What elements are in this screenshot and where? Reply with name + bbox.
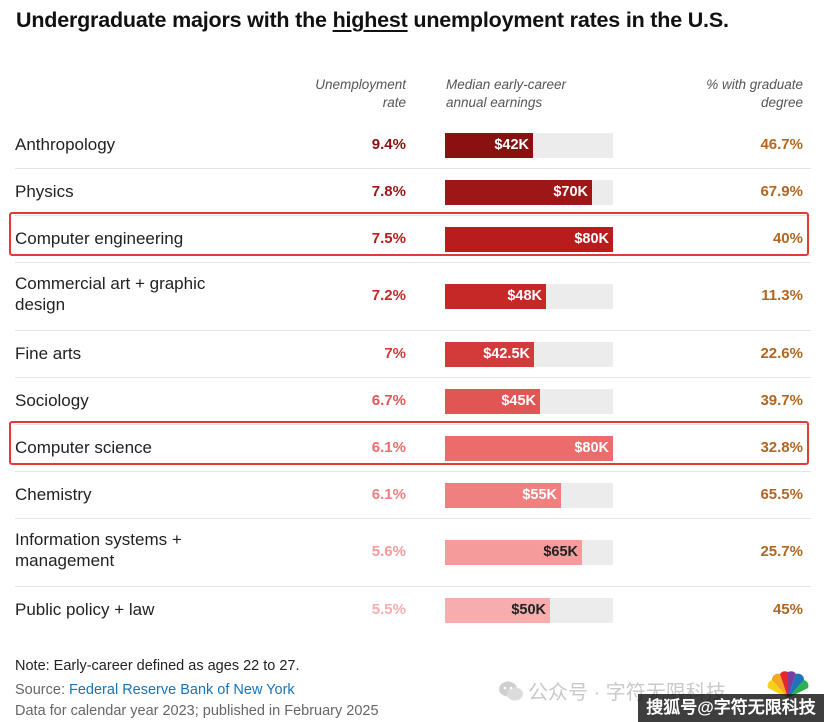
unemployment-rate-value: 6.1% [371,486,406,503]
graduate-degree-value: 40% [772,230,803,247]
title-text-start: Undergraduate majors with the [16,8,333,32]
header-unemployment-rate: Unemployment rate [315,76,406,112]
source-link[interactable]: Federal Reserve Bank of New York [69,682,295,698]
header-grad-line1: % with graduate [706,77,803,92]
graduate-degree-value: 39.7% [760,392,803,409]
highlight-box [9,212,809,256]
header-earnings: Median early-career annual earnings [446,76,566,112]
cnbc-peacock-logo [766,670,810,705]
unemployment-rate-value: 7% [384,345,406,362]
earnings-label: $55K [522,487,557,503]
unemployment-rate-value: 6.7% [371,392,406,409]
source-prefix: Source: [15,682,69,698]
earnings-bar [445,540,582,565]
earnings-bar-track: $48K [445,284,613,309]
header-grad-line2: degree [760,95,803,110]
major-name: Fine arts [15,344,82,363]
earnings-label: $65K [543,544,578,560]
major-name: Public policy + law [15,600,155,619]
major-name: Physics [15,182,74,201]
earnings-label: $45K [501,393,536,409]
earnings-label: $70K [553,184,588,200]
header-earnings-line2: annual earnings [446,95,543,110]
earnings-bar [445,389,540,414]
footer-source: Source: Federal Reserve Bank of New York [15,682,295,698]
graduate-degree-value: 67.9% [760,183,803,200]
earnings-bar-track: $55K [445,483,613,508]
header-earnings-line1: Median early-career [446,77,567,92]
table-row: Computer science 6.1% $80K 32.8% [15,425,811,472]
earnings-bar-track: $70K [445,180,613,205]
major-name: Anthropology [15,135,116,154]
header-unemployment-line1: Unemployment [315,77,406,92]
watermark-badge: 搜狐号@字符无限科技 [638,694,824,722]
title-highlight: highest [332,8,408,32]
unemployment-rate-value: 7.5% [371,230,406,247]
earnings-bar [445,483,561,508]
wechat-icon [498,680,524,708]
table-row: Physics 7.8% $70K 67.9% [15,169,811,216]
highlight-box [9,421,809,465]
earnings-bar [445,284,546,309]
major-name: Chemistry [15,485,92,504]
table-row: Anthropology 9.4% $42K 46.7% [15,122,811,169]
earnings-label: $80K [574,231,609,247]
earnings-bar-track: $45K [445,389,613,414]
major-name: Sociology [15,391,89,410]
major-name: Commercial art + graphic design [15,274,206,314]
earnings-bar-track: $65K [445,540,613,565]
graduate-degree-value: 65.5% [760,486,803,503]
unemployment-rate-value: 9.4% [371,136,406,153]
header-unemployment-line2: rate [382,95,406,110]
footer-note: Note: Early-career defined as ages 22 to… [15,658,300,674]
earnings-label: $48K [507,288,542,304]
unemployment-rate-value: 6.1% [371,439,406,456]
earnings-label: $80K [574,440,609,456]
graduate-degree-value: 32.8% [760,439,803,456]
graduate-degree-value: 45% [772,601,803,618]
table-row: Computer engineering 7.5% $80K 40% [15,216,811,263]
table-row: Information systems + management 5.6% $65K… [15,519,811,587]
major-name: Computer science [15,438,153,457]
graduate-degree-value: 25.7% [760,543,803,560]
earnings-bar-track: $80K [445,227,613,252]
earnings-bar [445,180,592,205]
earnings-bar-track: $42.5K [445,342,613,367]
earnings-bar [445,598,550,623]
table-row: Chemistry 6.1% $55K 65.5% [15,472,811,519]
earnings-label: $50K [511,602,546,618]
table-row: Commercial art + graphic design 7.2% $48K 1… [15,263,811,331]
unemployment-rate-value: 7.2% [371,287,406,304]
graduate-degree-value: 11.3% [761,287,803,304]
earnings-bar-track: $42K [445,133,613,158]
table-row: Fine arts 7% $42.5K 22.6% [15,331,811,378]
earnings-label: $42.5K [483,346,530,362]
header-graduate-degree: % with graduate degree [706,76,803,112]
earnings-label: $42K [494,137,529,153]
unemployment-rate-value: 5.6% [371,543,406,560]
chart-title: Undergraduate majors with the highest un… [16,8,729,33]
table-row: Public policy + law 5.5% $50K 45% [15,587,811,633]
earnings-bar [445,227,613,252]
unemployment-rate-value: 7.8% [371,183,406,200]
graduate-degree-value: 46.7% [760,136,803,153]
earnings-bar-track: $50K [445,598,613,623]
earnings-bar [445,436,613,461]
major-name: Computer engineering [15,229,184,248]
title-text-end: unemployment rates in the U.S. [407,8,729,32]
major-name: Information systems + management [15,530,182,570]
graduate-degree-value: 22.6% [760,345,803,362]
earnings-bar-track: $80K [445,436,613,461]
footer-data-line: Data for calendar year 2023; published i… [15,703,379,719]
unemployment-rate-value: 5.5% [371,601,406,618]
table-row: Sociology 6.7% $45K 39.7% [15,378,811,425]
earnings-bar [445,342,534,367]
earnings-bar [445,133,533,158]
